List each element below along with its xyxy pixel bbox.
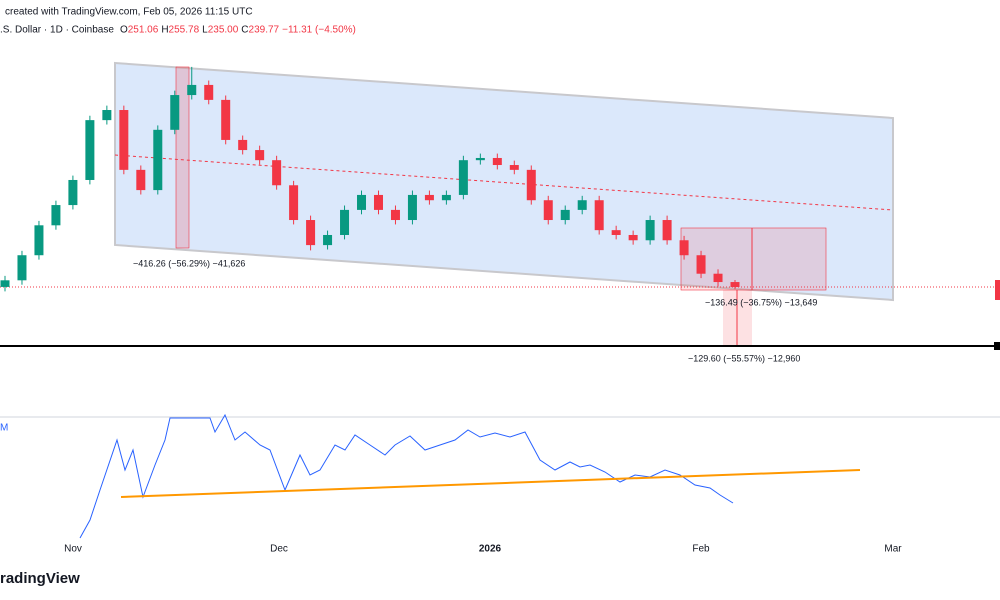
candle-body [526,169,536,201]
ohlc-value: 251.06 [128,25,159,36]
x-axis-label: Nov [64,544,82,555]
candle-body [679,240,689,256]
candle-body [357,194,367,210]
x-axis-label: Dec [270,544,288,555]
candle-body [696,255,706,274]
candle-body [119,110,129,170]
ohlc: O 251.06 H 255.78 L 235.00 C 239.77 −11.31 (−4.5… [120,25,356,36]
ohlc-key: L [202,25,208,36]
candle-body [645,220,655,241]
candle-body [594,200,604,231]
measure-label: −129.60 (−55.57%) −12,960 [688,353,800,363]
indicator-label: M [0,423,8,434]
candle-body [272,160,282,186]
logo: radingView [0,570,80,587]
candle-body [407,194,417,221]
candle-body [424,194,434,201]
candle-body [204,84,214,100]
trendline [120,469,861,498]
candles [0,66,740,292]
channel-midline [114,154,894,211]
candle-body [221,99,231,140]
measure-label: −136.49 (−36.75%) −13,649 [705,297,817,307]
ohlc-value: 239.77 [249,25,280,36]
ohlc-value: 235.00 [208,25,239,36]
x-axis-label: Feb [692,544,710,555]
line-handle [994,342,1000,350]
candle-body [628,234,638,241]
candle-body [102,110,112,121]
candle-body [577,200,587,210]
symbol: .S. Dollar · 1D · Coinbase [0,25,114,36]
candle-body [238,139,248,151]
candle-body [509,165,519,170]
candle-body [560,209,570,221]
candle-body [153,129,163,191]
candle-body [441,194,451,201]
measure-box [175,66,190,249]
candle-body [611,230,621,235]
candle-body [34,225,44,256]
candle-body [730,282,740,288]
candle-body [170,95,180,130]
drawings [0,61,1000,350]
indicator-line [79,413,734,539]
x-axis-label: Mar [884,544,902,555]
candle-body [289,185,299,221]
candle-body [713,273,723,283]
ohlc-value: 255.78 [169,25,200,36]
x-axis-label: 2026 [479,544,502,555]
ohlc-key: H [161,25,168,36]
candle-body [390,209,400,221]
candle-body [543,200,553,221]
candle-body [187,84,197,96]
ohlc-key: C [241,25,248,36]
candle-body [340,209,350,235]
candle-body [68,179,78,206]
candle-body [475,157,485,161]
candle-body [136,169,146,191]
change: −11.31 (−4.50%) [282,25,356,36]
created-text: created with TradingView.com, Feb 05, 20… [5,7,253,18]
candle-body [662,220,672,241]
price-marker [995,280,1000,300]
measure-label: −416.26 (−56.29%) −41,626 [133,258,245,268]
candle-body [85,120,95,180]
candle-body [0,280,10,287]
candle-body [492,157,502,166]
candle-body [373,194,383,210]
candle-body [255,150,265,161]
candle-body [51,205,61,226]
candle-body [458,160,468,195]
candle-body [323,234,333,246]
ohlc-key: O [120,25,128,36]
candle-body [17,255,27,281]
indicator: M [0,413,861,539]
candle-body [306,220,316,246]
